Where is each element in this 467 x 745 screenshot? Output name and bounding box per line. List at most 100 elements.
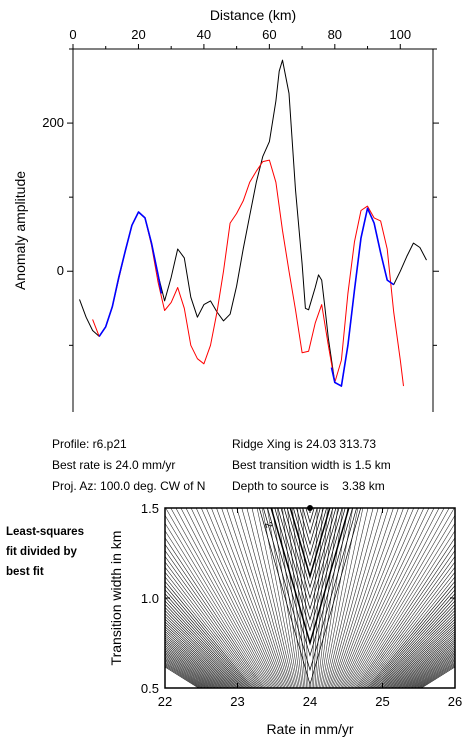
contour-line xyxy=(165,628,232,688)
contour-line xyxy=(236,508,290,688)
contour-line xyxy=(165,585,252,688)
contour-line xyxy=(357,543,455,688)
contour-line xyxy=(385,623,455,688)
contour-line xyxy=(165,653,213,688)
contour-line xyxy=(325,508,369,688)
contour-v-line xyxy=(280,508,340,611)
contour-line xyxy=(180,508,275,688)
contour-line xyxy=(338,508,414,688)
contour-line xyxy=(165,645,221,688)
contour-line xyxy=(381,615,455,688)
contour-line xyxy=(165,633,229,688)
anomaly-profile-plot: 0 20 40 60 80 100 Distance (km) 0 200 Anomaly amp… xyxy=(12,7,439,412)
ridge-crossing-label: Ridge Xing is 24.03 313.73 xyxy=(232,437,377,451)
contour-line xyxy=(165,603,245,688)
contour-v-line xyxy=(289,508,331,580)
contour-line xyxy=(365,576,455,688)
x-tick-label: 26 xyxy=(448,694,462,709)
side-note-line-2: fit divided by xyxy=(6,546,77,558)
side-note-line-3: best fit xyxy=(6,566,44,578)
contour-line xyxy=(375,603,455,688)
contour-line xyxy=(165,646,219,688)
contour-line xyxy=(370,589,455,688)
contour-line xyxy=(272,508,300,688)
contour-line xyxy=(362,566,455,688)
contour-line xyxy=(165,530,266,688)
contour-line xyxy=(408,654,455,688)
contour-line xyxy=(165,637,226,688)
contour-line xyxy=(316,508,333,688)
contour-line xyxy=(241,508,292,688)
best-rate-label: Best rate is 24.0 mm/yr xyxy=(52,458,176,472)
y-tick-label: 1.5 xyxy=(141,501,159,516)
contour-line xyxy=(387,626,455,688)
contour-line xyxy=(211,508,283,688)
contour-line xyxy=(328,508,379,688)
contour-v-line xyxy=(296,508,324,557)
contour-line xyxy=(287,508,304,688)
contour-line xyxy=(165,631,230,688)
contour-v-line xyxy=(302,508,318,535)
depth-value: 3.38 km xyxy=(342,479,385,493)
profile-label: Profile: r6.p21 xyxy=(52,437,127,451)
contour-line xyxy=(165,650,216,688)
contour-line xyxy=(350,508,455,688)
contour-line xyxy=(165,621,236,688)
x-tick-label: 100 xyxy=(389,27,411,42)
contour-line xyxy=(165,618,238,688)
contour-line xyxy=(394,637,455,688)
contour-line xyxy=(333,508,394,688)
x-tick-label: 60 xyxy=(262,27,276,42)
contour-line xyxy=(190,508,277,688)
y-tick-label: 0 xyxy=(57,263,64,278)
contour-line xyxy=(345,508,440,688)
contour-line xyxy=(292,508,306,688)
contour-line xyxy=(165,589,250,688)
contour-line xyxy=(165,550,262,688)
contour-line xyxy=(324,508,364,688)
contour-line xyxy=(256,508,296,688)
contour-line xyxy=(231,508,289,688)
contour-line xyxy=(195,508,279,688)
best-transition-label: Best transition width is 1.5 km xyxy=(232,458,391,472)
contour-line xyxy=(378,610,455,688)
contour-line xyxy=(352,522,455,688)
contour-line xyxy=(206,508,282,688)
contour-line xyxy=(347,508,445,688)
contour-line xyxy=(165,561,259,688)
contour-line xyxy=(165,635,228,688)
contour-line xyxy=(335,508,404,688)
contour-line xyxy=(334,508,399,688)
contour-line xyxy=(358,550,455,688)
contour-line xyxy=(165,543,263,688)
contour-line xyxy=(226,508,287,688)
contour-line xyxy=(391,633,455,688)
contour-v-line xyxy=(305,508,315,524)
contour-line xyxy=(392,635,455,688)
contour-line xyxy=(337,508,409,688)
y-tick-label: 200 xyxy=(42,115,64,130)
contour-v-line xyxy=(270,508,350,646)
contour-line xyxy=(311,508,318,688)
contour-line xyxy=(175,508,273,688)
contour-line xyxy=(395,639,455,688)
contour-line xyxy=(330,508,384,688)
contour-line xyxy=(165,615,239,688)
contour-line xyxy=(165,639,225,688)
contour-v-line xyxy=(274,508,346,632)
contour-line xyxy=(344,508,435,688)
x-axis-title: Rate in mm/yr xyxy=(266,721,353,737)
contour-line xyxy=(367,580,455,688)
series-line-4 xyxy=(330,207,395,387)
x-tick-label: 24 xyxy=(303,694,317,709)
contour-line xyxy=(364,571,455,688)
contour-lines xyxy=(165,508,455,688)
x-tick-label: 40 xyxy=(197,27,211,42)
contour-line xyxy=(246,508,293,688)
contour-line xyxy=(368,585,455,688)
contour-line xyxy=(165,613,241,688)
contour-v-line xyxy=(283,508,337,600)
contour-line xyxy=(216,508,285,688)
contour-line xyxy=(354,530,455,688)
